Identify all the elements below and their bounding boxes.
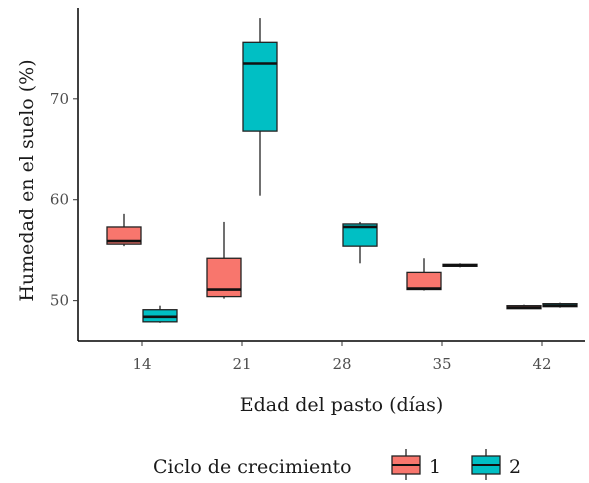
box-series-1-21 <box>206 221 242 299</box>
box <box>206 257 242 298</box>
legend-item-1: 1 <box>391 449 441 480</box>
x-tick-label: 42 <box>532 355 551 373</box>
box <box>406 271 442 291</box>
box-series-2-28 <box>342 221 378 264</box>
legend-title: Ciclo de crecimiento <box>153 456 352 478</box>
y-tick-label: 50 <box>50 292 69 310</box>
box <box>342 223 378 247</box>
legend-label: 2 <box>509 456 521 478</box>
y-axis-title: Humedad en el suelo (%) <box>16 59 38 301</box>
x-tick-label: 21 <box>232 355 251 373</box>
x-tick-label: 28 <box>332 355 351 373</box>
box-series-2-42 <box>542 302 578 308</box>
box <box>242 41 278 132</box>
box-series-1-42 <box>506 304 542 310</box>
box-series-1-35 <box>406 258 442 291</box>
box-series-2-35 <box>442 263 478 268</box>
box-series-2-21 <box>242 18 278 196</box>
box-series-2-14 <box>142 305 178 323</box>
x-tick-label: 35 <box>432 355 451 373</box>
y-axis-ticks: 50 60 70 <box>50 90 78 310</box>
legend-label: 1 <box>429 456 441 478</box>
y-tick-label: 70 <box>50 90 69 108</box>
box-series-1-14 <box>106 213 142 247</box>
x-axis-title: Edad del pasto (días) <box>240 394 444 416</box>
x-axis-ticks: 14 21 28 35 42 <box>132 341 552 373</box>
x-tick-label: 14 <box>132 355 151 373</box>
plot-area <box>106 18 578 323</box>
y-tick-label: 60 <box>50 191 69 209</box>
legend-item-2: 2 <box>471 449 521 480</box>
